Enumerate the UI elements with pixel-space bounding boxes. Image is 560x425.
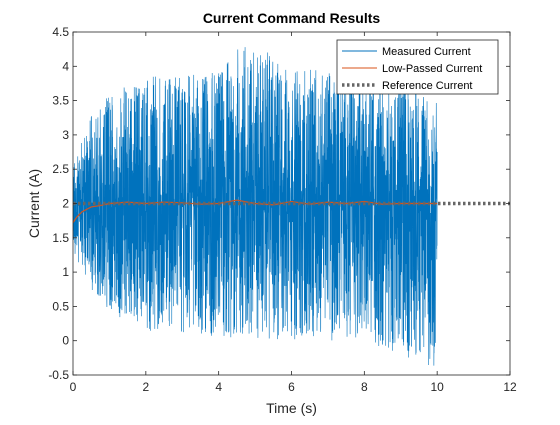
y-tick-label: -0.5 [48, 368, 69, 382]
y-tick-label: 0.5 [52, 299, 69, 313]
legend-label-measured-current: Measured Current [382, 46, 471, 58]
x-axis-label: Time (s) [266, 400, 317, 416]
y-axis-label: Current (A) [26, 169, 42, 238]
y-tick-label: 3.5 [52, 94, 69, 108]
y-tick-label: 1 [62, 265, 69, 279]
x-tick-label: 2 [142, 380, 149, 394]
legend-label-low-passed-current: Low-Passed Current [382, 63, 482, 75]
y-tick-label: 1.5 [52, 231, 69, 245]
data-layer [73, 47, 510, 366]
tick-layer: 0 2 4 6 8 10 12-0.500.511.522.533.544.5 [48, 25, 517, 394]
y-tick-label: 4 [62, 59, 69, 73]
x-tick-label: 12 [503, 380, 517, 394]
series-low-passed-current [73, 199, 438, 224]
y-tick-label: 4.5 [52, 25, 69, 39]
legend-label-reference-current: Reference Current [382, 80, 473, 92]
y-tick-label: 2 [62, 197, 69, 211]
x-tick-label: 0 [70, 380, 77, 394]
x-tick-label: 4 [215, 380, 222, 394]
legend: Measured Current Low-Passed Current Refe… [336, 39, 499, 95]
x-tick-label: 6 [288, 380, 295, 394]
y-tick-label: 3 [62, 128, 69, 142]
chart-title: Current Command Results [203, 10, 381, 26]
y-tick-label: 2.5 [52, 162, 69, 176]
series-measured-current [73, 47, 438, 366]
y-tick-label: 0 [62, 334, 69, 348]
x-tick-label: 10 [430, 380, 444, 394]
x-tick-label: 8 [361, 380, 368, 394]
